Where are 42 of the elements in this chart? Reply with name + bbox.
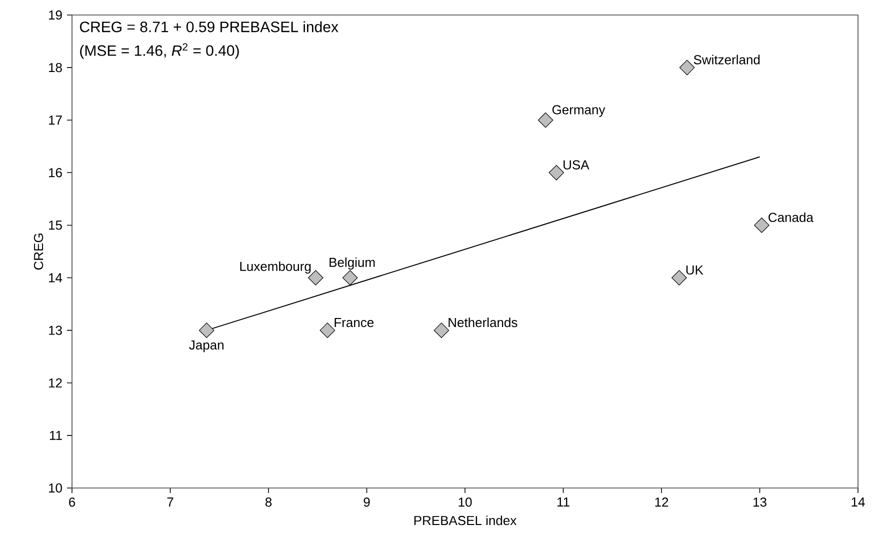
annotation: (MSE = 1.46, R$^{2}$ = 0.40) [80,43,239,59]
annotation: USA [564,160,590,170]
annotation: France [334,318,374,328]
x-tick-label: 11 [557,498,570,506]
x-tick-label: 14 [852,498,865,506]
point [754,218,770,233]
annotation: Belgium [330,257,375,270]
x-axis-title: PREBASEL index [414,516,517,526]
point [538,112,554,128]
x-tick-label: 10 [458,498,472,507]
y-axis-title: CREG [34,234,44,270]
x-tick-label: 12 [655,498,668,507]
point [198,322,214,338]
annotation: Switzerland [694,54,760,64]
y-tick-label: 15 [49,220,62,230]
y-tick-label: 19 [49,10,62,20]
x-tick-label: 8 [265,498,272,507]
point [434,322,450,338]
y-tick-label: 11 [50,430,62,440]
annotation: Germany [552,105,606,117]
y-tick-label: 13 [49,326,62,335]
y-tick-label: 12 [49,378,62,388]
annotation: CREG = 8.71 + 0.59 PREBASEL index [80,21,338,32]
point [342,270,358,286]
y-tick-label: 18 [49,62,62,72]
annotation: Luxembourg [240,261,311,274]
y-tick-label: 14 [49,273,62,282]
y-tick-label: 16 [49,168,62,178]
point [672,270,687,286]
y-tick-label: 10 [49,483,62,493]
y-tick-label: 17 [49,116,62,125]
annotation: Canada [768,212,814,222]
annotation: UK [686,266,704,275]
x-tick-label: 6 [69,498,76,507]
x-tick-label: 9 [364,498,370,507]
x-tick-label: 13 [754,498,766,507]
point [679,60,695,76]
x-tick-label: 7 [167,498,174,506]
annotation: Japan [189,340,224,352]
point [548,165,564,180]
point [320,322,336,338]
annotation: Netherlands [448,318,518,328]
